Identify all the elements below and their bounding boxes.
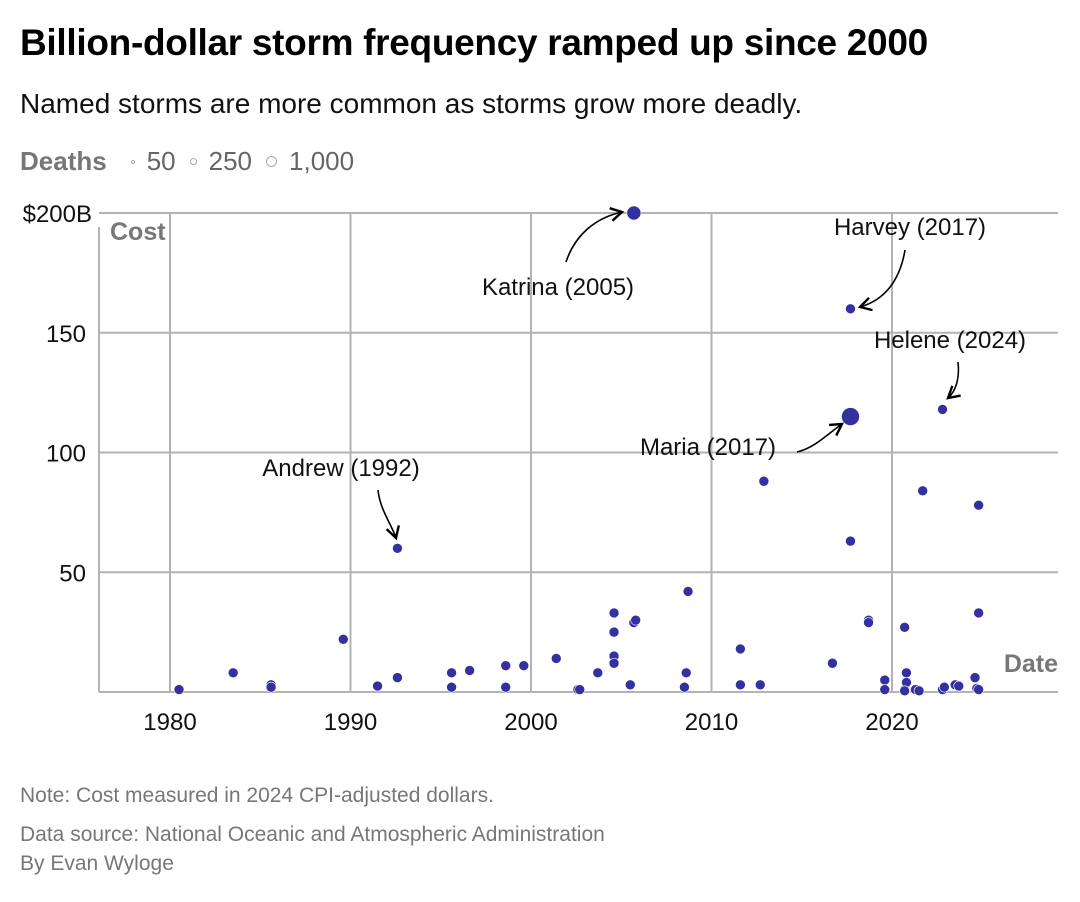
data-point bbox=[592, 667, 604, 679]
legend-item: 250 bbox=[208, 146, 253, 176]
legend-circle-large bbox=[266, 156, 278, 167]
data-point bbox=[754, 679, 766, 691]
source: Data source: National Oceanic and Atmosp… bbox=[20, 823, 605, 846]
byline: By Evan Wyloge bbox=[20, 852, 174, 875]
data-point bbox=[899, 685, 910, 697]
annotation-label: Andrew (1992) bbox=[262, 455, 419, 482]
data-point bbox=[626, 205, 642, 221]
data-point bbox=[735, 643, 746, 655]
chart-subtitle: Named storms are more common as storms g… bbox=[20, 88, 803, 119]
annotation-arrow bbox=[796, 422, 845, 453]
annotation-arrow bbox=[377, 489, 400, 541]
x-tick-label: 1990 bbox=[324, 709, 377, 736]
data-point bbox=[879, 674, 891, 686]
annotation-arrow bbox=[565, 207, 625, 263]
data-point bbox=[901, 667, 912, 679]
y-tick-label: 50 bbox=[59, 560, 86, 587]
data-point bbox=[464, 665, 475, 676]
legend-title: Deaths bbox=[20, 146, 107, 176]
x-tick-label: 2010 bbox=[685, 709, 738, 736]
data-point bbox=[845, 535, 856, 547]
data-point bbox=[392, 542, 403, 554]
legend-circle-medium bbox=[189, 158, 197, 165]
y-tick-label: 100 bbox=[46, 441, 86, 468]
y-tick-label: $200B bbox=[23, 201, 92, 228]
data-point bbox=[630, 614, 641, 626]
data-point bbox=[758, 475, 770, 487]
y-tick-label: 150 bbox=[46, 321, 86, 348]
data-point bbox=[735, 679, 746, 691]
data-point bbox=[953, 680, 965, 692]
y-axis-label: Cost bbox=[110, 218, 166, 246]
data-point bbox=[899, 622, 910, 633]
data-point bbox=[173, 684, 185, 695]
annotation-label: Katrina (2005) bbox=[482, 274, 634, 301]
data-point bbox=[624, 679, 636, 691]
data-point bbox=[939, 681, 950, 693]
data-point bbox=[500, 681, 512, 693]
legend-circle-small bbox=[130, 159, 135, 164]
annotation-label: Maria (2017) bbox=[640, 434, 776, 461]
data-point bbox=[574, 684, 586, 695]
annotation-arrow bbox=[946, 361, 961, 400]
data-point bbox=[879, 684, 891, 695]
annotation-label: Helene (2024) bbox=[874, 327, 1026, 354]
data-point bbox=[608, 626, 620, 638]
x-tick-label: 1980 bbox=[143, 709, 196, 736]
legend-item: 50 bbox=[146, 146, 176, 176]
data-point bbox=[913, 685, 925, 697]
data-point bbox=[973, 684, 984, 695]
data-point bbox=[372, 680, 383, 692]
data-point bbox=[937, 404, 948, 415]
data-point bbox=[446, 667, 457, 679]
data-point bbox=[827, 657, 838, 669]
data-point bbox=[845, 303, 856, 315]
data-point bbox=[863, 617, 874, 628]
data-point bbox=[680, 667, 692, 679]
data-point bbox=[917, 485, 928, 497]
note: Note: Cost measured in 2024 CPI-adjusted… bbox=[20, 784, 494, 807]
data-point bbox=[550, 653, 562, 664]
x-tick-label: 2000 bbox=[504, 709, 557, 736]
data-point bbox=[265, 681, 277, 693]
data-point bbox=[518, 660, 530, 671]
data-point bbox=[679, 681, 690, 693]
data-point bbox=[446, 681, 457, 693]
data-point bbox=[973, 607, 984, 619]
x-tick-label: 2020 bbox=[865, 709, 918, 736]
data-point bbox=[608, 607, 620, 619]
chart-title: Billion-dollar storm frequency ramped up… bbox=[20, 22, 928, 63]
legend-item: 1,000 bbox=[289, 146, 355, 176]
data-point bbox=[227, 667, 239, 679]
data-point bbox=[973, 499, 984, 511]
data-point bbox=[969, 672, 981, 683]
annotation-label: Harvey (2017) bbox=[834, 214, 986, 241]
size-legend: Deaths 50 250 1,000 bbox=[20, 146, 354, 177]
data-point bbox=[608, 657, 620, 669]
data-point bbox=[392, 672, 403, 683]
data-point bbox=[841, 407, 860, 426]
data-point bbox=[337, 634, 349, 645]
data-point bbox=[682, 586, 694, 597]
x-axis-label: Date bbox=[1004, 650, 1058, 678]
annotation-arrow bbox=[857, 249, 906, 312]
data-point bbox=[500, 660, 512, 671]
